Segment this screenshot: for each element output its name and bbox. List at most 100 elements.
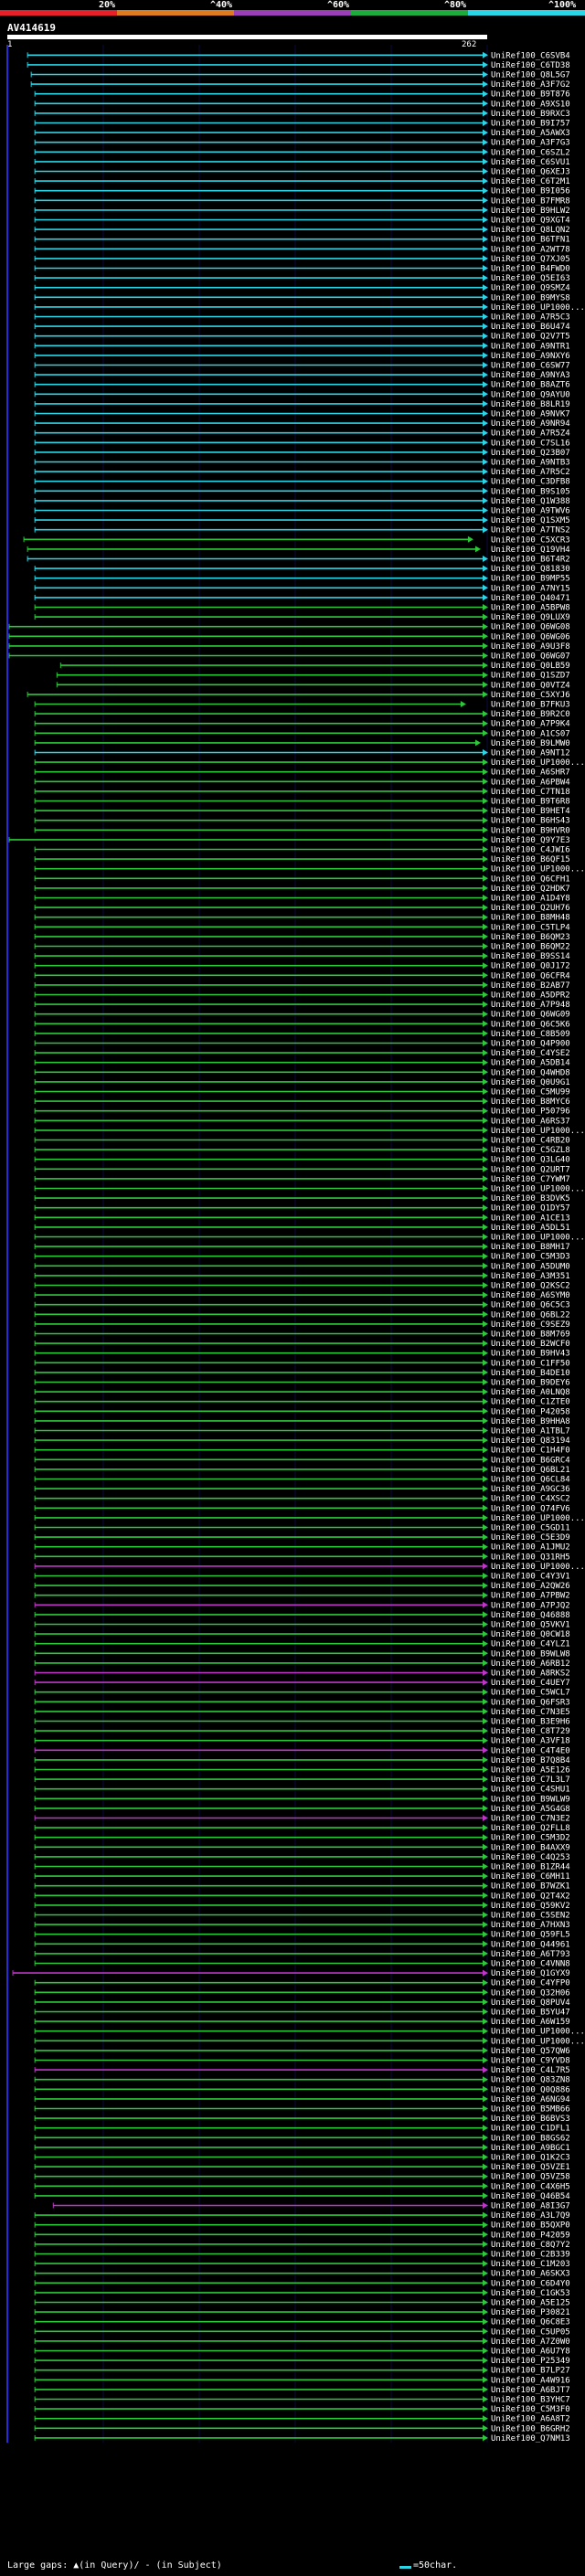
hit-row: UniRef100_C4VNN8 bbox=[34, 1960, 570, 1969]
hit-arrow bbox=[483, 1601, 488, 1608]
hit-label: UniRef100_C4SHU1 bbox=[491, 1786, 570, 1795]
hit-label: UniRef100_Q9AYU0 bbox=[491, 390, 570, 399]
hit-arrow bbox=[483, 526, 488, 534]
hit-arrow bbox=[483, 1630, 488, 1638]
hit-label: UniRef100_B2AB77 bbox=[491, 981, 570, 991]
hit-arrow bbox=[483, 1194, 488, 1202]
hit-row: UniRef100_A1JMU2 bbox=[34, 1543, 570, 1553]
hit-arrow bbox=[460, 701, 466, 707]
hit-label: UniRef100_UP1000... bbox=[491, 1127, 585, 1136]
hit-row: UniRef100_Q6BL22 bbox=[34, 1310, 570, 1320]
hit-arrow bbox=[483, 61, 488, 69]
hit-arrow bbox=[483, 1001, 488, 1008]
hit-row: UniRef100_Q5EI63 bbox=[34, 274, 570, 283]
hit-label: UniRef100_B5MB66 bbox=[491, 2105, 570, 2115]
hit-row: UniRef100_Q6WG07 bbox=[8, 652, 570, 662]
hit-arrow bbox=[483, 826, 488, 833]
hit-arrow bbox=[483, 371, 488, 378]
hit-row: UniRef100_B3E9H6 bbox=[34, 1718, 570, 1727]
hit-row: UniRef100_A5E126 bbox=[34, 1766, 570, 1776]
hit-row: UniRef100_B9I056 bbox=[34, 187, 570, 196]
hit-row: UniRef100_Q6WG08 bbox=[8, 623, 570, 632]
hit-label: UniRef100_C4UEY7 bbox=[491, 1679, 570, 1688]
hit-label: UniRef100_A6RS37 bbox=[491, 1117, 570, 1126]
hit-arrow bbox=[483, 2376, 488, 2383]
hit-arrow bbox=[483, 1068, 488, 1076]
hit-arrow bbox=[483, 1592, 488, 1599]
hit-row: UniRef100_Q4P900 bbox=[34, 1040, 570, 1049]
hit-label: UniRef100_B9HET4 bbox=[491, 807, 570, 816]
hit-label: UniRef100_A6W159 bbox=[491, 2018, 570, 2027]
hit-label: UniRef100_B9I757 bbox=[491, 120, 570, 129]
hit-arrow bbox=[483, 1262, 488, 1269]
hit-row: UniRef100_A1CE13 bbox=[34, 1214, 570, 1223]
hit-label: UniRef100_B9R2C0 bbox=[491, 710, 570, 719]
hit-row: UniRef100_UP1000... bbox=[34, 1514, 585, 1523]
hit-row: UniRef100_B2WCF0 bbox=[34, 1340, 570, 1349]
hit-label: UniRef100_C4RB20 bbox=[491, 1137, 570, 1146]
hit-arrow bbox=[483, 139, 488, 146]
hit-row: UniRef100_UP1000... bbox=[34, 2037, 585, 2046]
hit-arrow bbox=[483, 1253, 488, 1260]
hit-arrow bbox=[483, 1097, 488, 1105]
hit-arrow bbox=[483, 2415, 488, 2422]
hit-row: UniRef100_P42058 bbox=[34, 1407, 570, 1416]
hit-label: UniRef100_Q1K2C3 bbox=[491, 2154, 570, 2163]
hit-arrow bbox=[483, 90, 488, 98]
hit-row: UniRef100_B9RXC3 bbox=[34, 110, 570, 119]
hit-row: UniRef100_C4Q253 bbox=[34, 1853, 570, 1862]
hit-label: UniRef100_C6SVB4 bbox=[491, 51, 570, 60]
hit-row: UniRef100_A9NT12 bbox=[34, 749, 570, 758]
hit-arrow bbox=[483, 1011, 488, 1018]
hit-label: UniRef100_Q19VH4 bbox=[491, 546, 570, 555]
hit-label: UniRef100_Q6WG08 bbox=[491, 623, 570, 632]
hit-arrow bbox=[483, 1485, 488, 1492]
hit-arrow bbox=[483, 1679, 488, 1686]
hit-arrow bbox=[483, 556, 488, 562]
hit-arrow bbox=[483, 943, 488, 949]
hit-label: UniRef100_UP1000... bbox=[491, 865, 585, 875]
hit-label: UniRef100_C4T4E0 bbox=[491, 1746, 570, 1755]
hit-label: UniRef100_Q40471 bbox=[491, 594, 570, 603]
hit-arrow bbox=[483, 1040, 488, 1046]
hit-label: UniRef100_Q8PUV4 bbox=[491, 1998, 570, 2008]
hit-row: UniRef100_B1ZR44 bbox=[34, 1863, 570, 1872]
hit-row: UniRef100_B6QM23 bbox=[34, 933, 570, 942]
hit-arrow bbox=[483, 1659, 488, 1667]
hit-arrow bbox=[483, 778, 488, 785]
hit-row: UniRef100_Q2V7T5 bbox=[34, 333, 570, 342]
hit-label: UniRef100_C4JWI6 bbox=[491, 846, 570, 855]
hit-label: UniRef100_C4VNN8 bbox=[491, 1960, 570, 1969]
hit-row: UniRef100_Q40471 bbox=[34, 594, 570, 603]
hit-label: UniRef100_B5QXP0 bbox=[491, 2221, 570, 2231]
hit-label: UniRef100_B3YHC7 bbox=[491, 2396, 570, 2405]
hit-arrow bbox=[483, 2318, 488, 2326]
hit-arrow bbox=[483, 681, 488, 688]
hit-row: UniRef100_A4W916 bbox=[34, 2376, 570, 2385]
hit-row: UniRef100_Q46B54 bbox=[34, 2192, 570, 2201]
scale-segment bbox=[234, 10, 351, 16]
hit-label: UniRef100_A3M351 bbox=[491, 1272, 570, 1281]
hit-label: UniRef100_C8Q7Y2 bbox=[491, 2241, 570, 2250]
hit-arrow bbox=[483, 1766, 488, 1773]
hit-label: UniRef100_A8I3G7 bbox=[491, 2202, 570, 2211]
hit-arrow bbox=[483, 2182, 488, 2189]
hit-label: UniRef100_Q0LB59 bbox=[491, 662, 570, 671]
hit-arrow bbox=[483, 1078, 488, 1086]
hit-label: UniRef100_UP1000... bbox=[491, 1234, 585, 1243]
hit-row: UniRef100_C1DFL1 bbox=[34, 2125, 570, 2134]
hit-arrow bbox=[483, 2028, 488, 2035]
hit-row: UniRef100_A5BPW8 bbox=[34, 604, 570, 613]
hit-row: UniRef100_A9NXY6 bbox=[34, 352, 570, 361]
hit-arrow bbox=[483, 217, 488, 223]
hit-label: UniRef100_A0LNQ8 bbox=[491, 1388, 570, 1397]
hit-label: UniRef100_A2QW26 bbox=[491, 1582, 570, 1591]
hit-row: UniRef100_A6RS37 bbox=[34, 1117, 570, 1126]
hit-row: UniRef100_A7NY15 bbox=[34, 584, 570, 593]
hit-row: UniRef100_A3F7G2 bbox=[30, 80, 570, 90]
hit-label: UniRef100_Q9SMZ4 bbox=[491, 284, 570, 293]
hit-label: UniRef100_Q7NM13 bbox=[491, 2434, 570, 2443]
hit-label: UniRef100_P42058 bbox=[491, 1407, 570, 1416]
hit-row: UniRef100_C1FF50 bbox=[34, 1359, 570, 1368]
hit-arrow bbox=[483, 865, 488, 873]
